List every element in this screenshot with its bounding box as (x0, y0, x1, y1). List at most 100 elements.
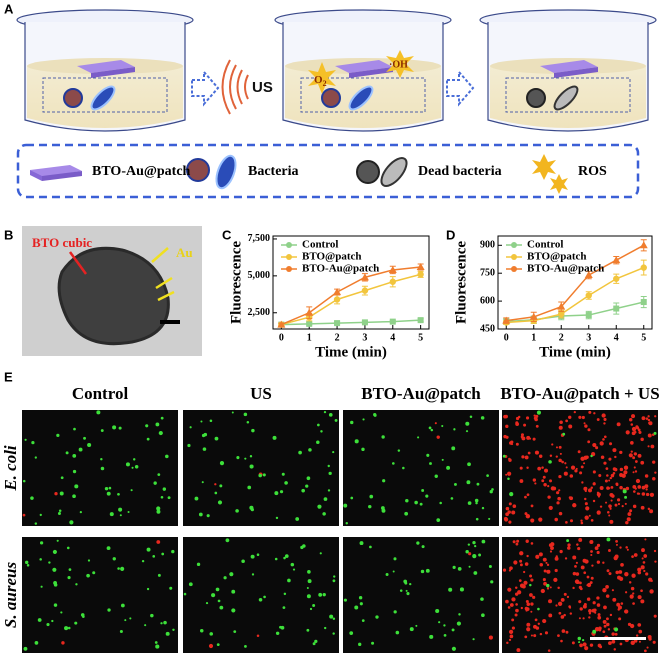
dead-cell (606, 622, 610, 627)
live-cell (133, 458, 136, 461)
dead-cell (640, 599, 645, 604)
dead-cell (629, 595, 633, 598)
dead-cell (556, 501, 560, 505)
dead-cell (625, 430, 630, 435)
dead-cell (600, 455, 605, 460)
live-cell (590, 454, 593, 458)
dead-cell (611, 632, 615, 636)
live-cell (466, 480, 471, 485)
dead-cell (582, 617, 585, 620)
dead-cell (54, 492, 58, 496)
marker (334, 320, 341, 327)
dead-cell (596, 543, 601, 548)
live-cell (333, 575, 336, 578)
dead-cell (638, 492, 641, 495)
live-cell (507, 477, 510, 481)
dead-cell (504, 414, 508, 419)
bacterium (321, 88, 341, 108)
live-cell (262, 473, 266, 477)
legend-marker (286, 266, 292, 272)
arrow (68, 251, 88, 275)
live-cell (229, 572, 234, 577)
live-cell (201, 481, 204, 484)
live-cell (279, 490, 284, 494)
dead-cell (567, 546, 571, 550)
dead-cell (644, 484, 649, 489)
dead-cell (575, 580, 580, 585)
y-tick-label: 450 (480, 323, 495, 334)
live-cell (439, 501, 442, 505)
live-cell (141, 559, 145, 563)
dead-cell (515, 603, 518, 606)
dead-cell (599, 645, 603, 649)
dead-cell (588, 410, 592, 414)
live-cell (219, 484, 223, 488)
live-cell (39, 541, 44, 545)
live-cell (106, 491, 111, 496)
dead-cell (555, 455, 558, 458)
dead-cell (502, 568, 507, 572)
live-cell (491, 488, 494, 491)
live-cell (404, 581, 408, 585)
dead-cell (550, 486, 555, 491)
legend-label: ROS (578, 164, 607, 179)
x-tick-label: 3 (362, 332, 367, 343)
dead-cell (567, 543, 571, 547)
live-cell (59, 491, 64, 496)
live-cell (653, 431, 657, 435)
live-cell (281, 472, 285, 476)
dead-cell (530, 518, 535, 523)
live-cell (172, 628, 175, 632)
dead-cell (568, 496, 572, 499)
live-cell (415, 624, 418, 627)
dead-cell (633, 490, 636, 493)
live-cell (206, 514, 210, 518)
patch-side (349, 67, 393, 78)
live-cell (274, 491, 279, 496)
live-cell (160, 622, 163, 625)
dead-cell (549, 479, 553, 483)
live-cell (509, 492, 514, 497)
live-cell (467, 543, 471, 546)
live-cell (211, 593, 216, 598)
dead-cell (632, 504, 637, 509)
live-cell (292, 568, 296, 571)
bacterium (553, 85, 579, 111)
dead-cell (593, 412, 596, 415)
dead-cell (647, 418, 651, 422)
dead-cell (605, 594, 610, 598)
dead-cell (583, 455, 588, 460)
dead-cell (509, 603, 514, 607)
dead-cell (652, 460, 656, 464)
live-cell (153, 481, 157, 485)
dead-cell (609, 476, 613, 480)
live-cell (307, 570, 311, 574)
live-cell (361, 447, 365, 452)
live-cell (152, 555, 156, 558)
dead-cell (633, 452, 637, 456)
marker (388, 265, 397, 273)
dead-cell (546, 563, 550, 567)
live-cell (425, 494, 429, 498)
dead-cell (535, 424, 539, 428)
dead-cell (543, 482, 547, 487)
dead-cell (583, 571, 587, 575)
dead-cell (613, 555, 618, 561)
live-cell (474, 498, 479, 503)
dead-cell (566, 595, 570, 599)
legend-marker (511, 266, 517, 272)
live-cell (225, 538, 230, 543)
live-cell (127, 510, 130, 514)
live-cell (64, 626, 69, 631)
dead-cell (537, 622, 540, 625)
arrow (191, 69, 220, 107)
live-cell (577, 636, 582, 641)
x-tick-label: 2 (335, 332, 340, 343)
us-label: US (252, 79, 273, 96)
live-cell (92, 571, 96, 575)
dead-cell (591, 608, 596, 613)
x-tick-label: 3 (586, 332, 591, 343)
live-cell (205, 602, 209, 605)
live-cell (146, 587, 150, 591)
bacterium (348, 85, 374, 111)
